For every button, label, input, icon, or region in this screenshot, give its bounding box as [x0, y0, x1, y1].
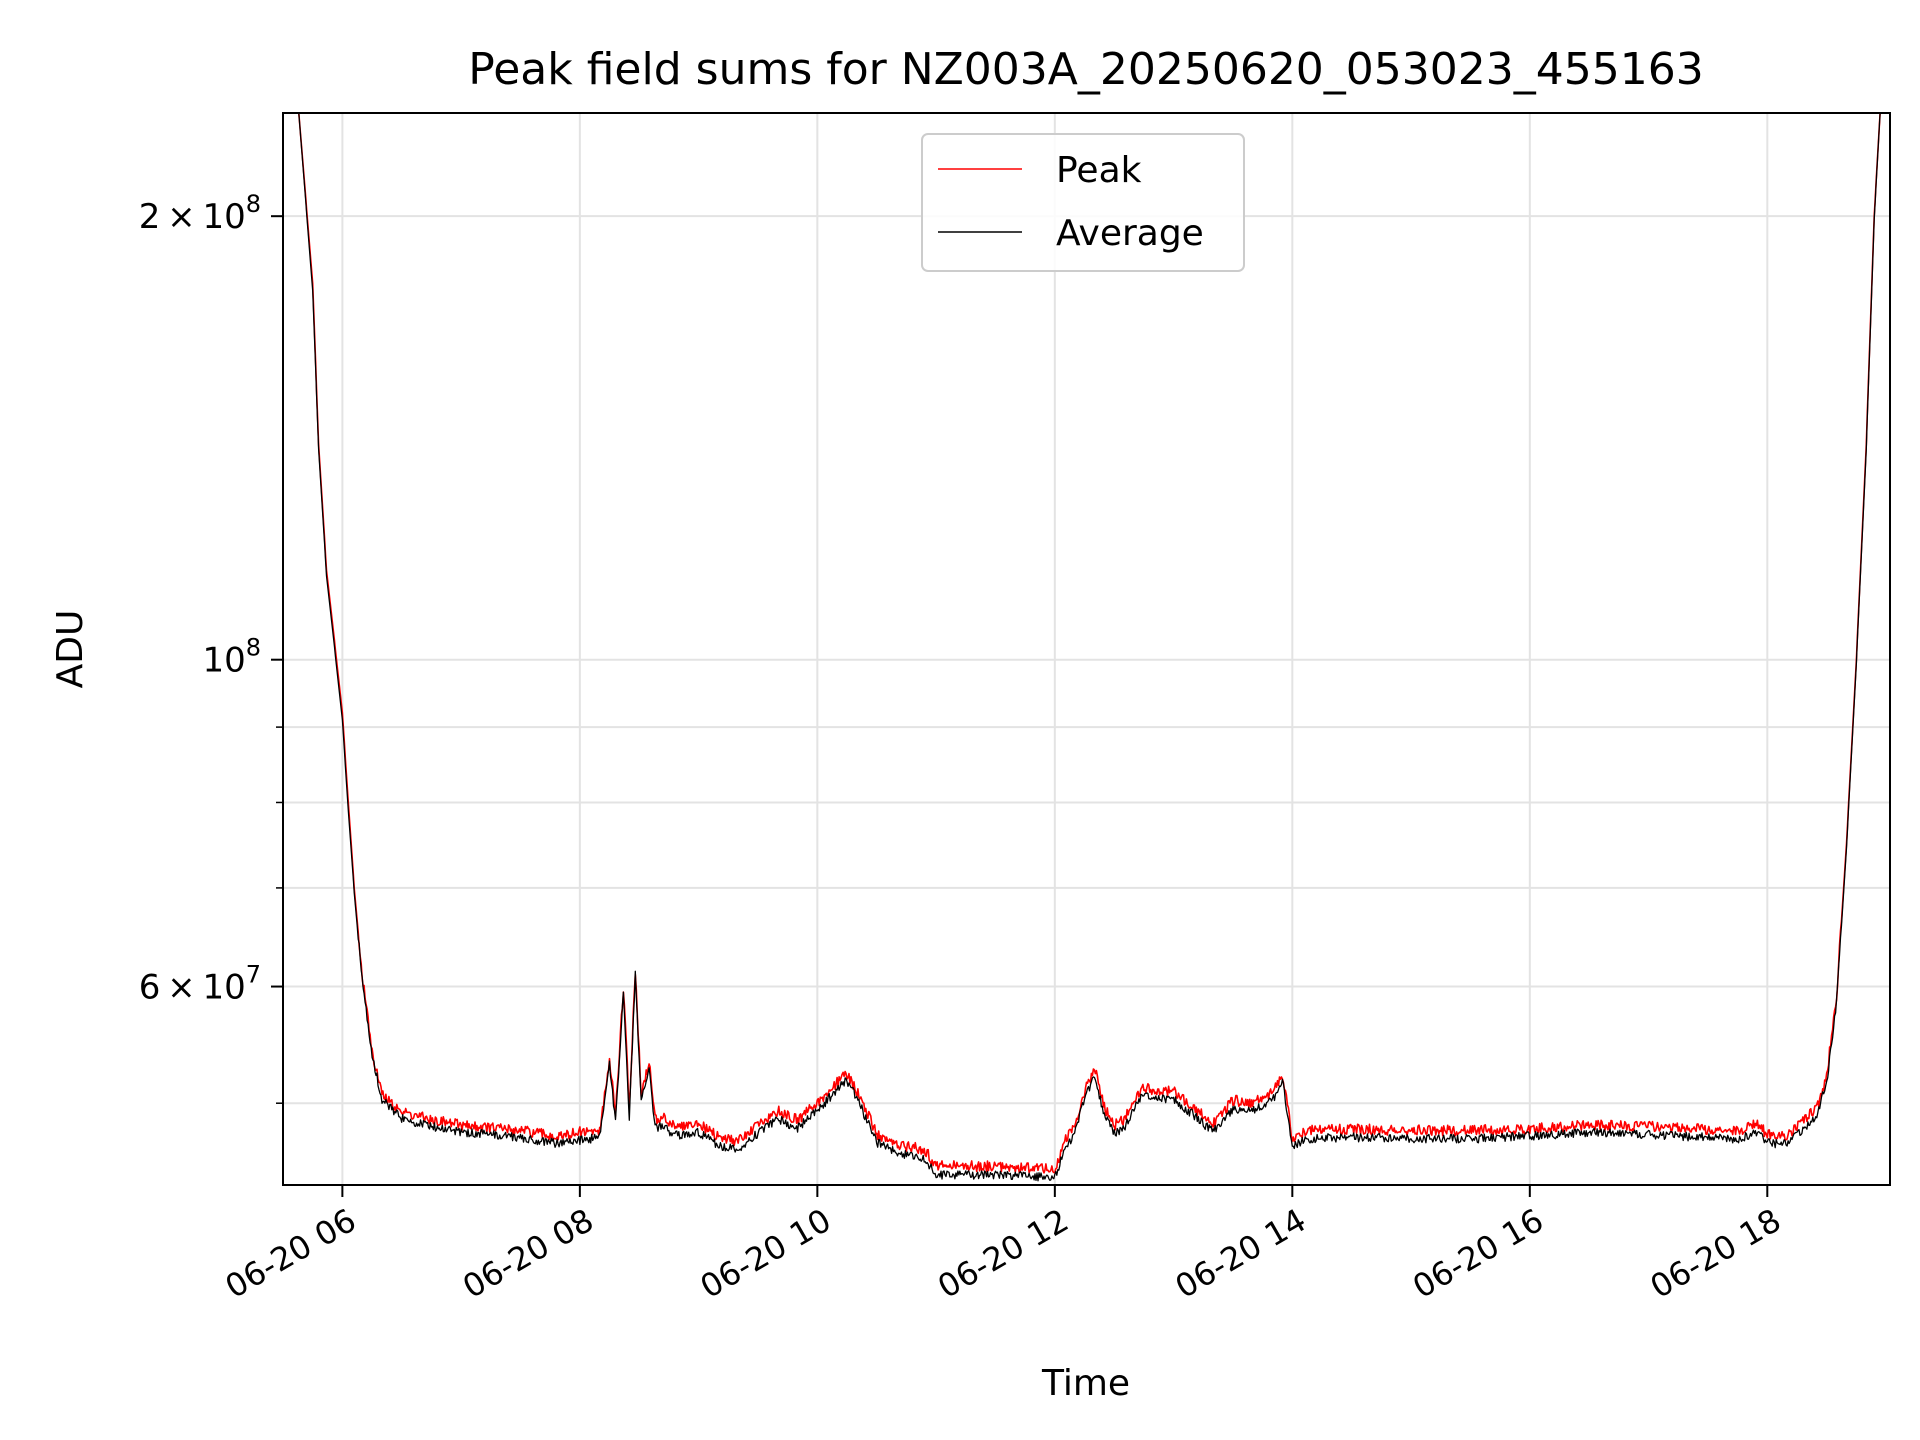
series-layer [283, 113, 1890, 1182]
chart-title: Peak field sums for NZ003A_20250620_0530… [468, 44, 1703, 95]
plot-frame [282, 112, 1891, 1186]
y-axis-ticks: 6 × 107 108 2 × 108 [139, 190, 283, 1104]
y-axis-label: ADU [50, 610, 91, 689]
series-line-average [283, 113, 1890, 1182]
y-tick-label: 6 × 107 [139, 961, 261, 1008]
y-tick-label: 2 × 108 [139, 190, 261, 237]
y-tick-label: 108 [202, 634, 261, 681]
plot-area [283, 113, 1890, 1182]
series-line-peak [283, 113, 1890, 1174]
legend: Peak Average [921, 133, 1245, 272]
x-axis-label: Time [1041, 1363, 1130, 1404]
legend-average-label: Average [1056, 213, 1204, 254]
legend-peak-label: Peak [1056, 150, 1142, 191]
